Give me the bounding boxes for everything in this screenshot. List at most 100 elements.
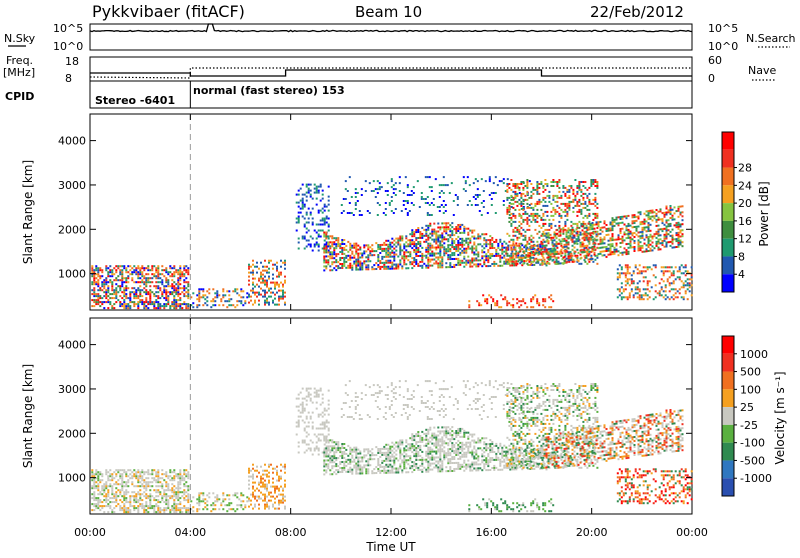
power-cell xyxy=(324,204,326,206)
velocity-cell xyxy=(123,481,125,483)
power-cell xyxy=(329,269,331,271)
power-cell xyxy=(349,176,351,178)
velocity-cell xyxy=(171,507,173,509)
power-cell xyxy=(403,251,405,253)
power-cell xyxy=(433,247,435,249)
power-cell xyxy=(125,279,127,281)
power-cell xyxy=(173,285,175,287)
velocity-cell xyxy=(183,507,185,509)
power-cell xyxy=(638,226,640,228)
power-cell xyxy=(304,194,306,196)
power-cell xyxy=(443,230,445,232)
velocity-cell xyxy=(165,471,167,473)
velocity-cell xyxy=(157,499,159,501)
power-cell xyxy=(328,210,330,212)
velocity-cell xyxy=(248,498,250,500)
power-cell xyxy=(457,226,459,228)
power-cell xyxy=(568,185,570,187)
power-cell xyxy=(403,192,405,194)
power-cell xyxy=(171,303,173,305)
power-cell xyxy=(391,210,393,212)
velocity-cell xyxy=(262,486,264,488)
power-cell xyxy=(401,255,403,257)
power-cell xyxy=(525,250,527,252)
power-cell xyxy=(383,248,385,250)
power-cell xyxy=(678,228,680,230)
velocity-cell xyxy=(173,471,175,473)
power-cell xyxy=(256,284,258,286)
velocity-cell xyxy=(220,504,222,506)
power-cell xyxy=(306,184,308,186)
power-cell xyxy=(135,281,137,283)
power-cell xyxy=(542,251,544,253)
velocity-cell xyxy=(318,414,320,416)
power-cell xyxy=(623,290,625,292)
velocity-cell xyxy=(216,498,218,500)
power-cell xyxy=(542,257,544,259)
velocity-cell xyxy=(133,475,135,477)
velocity-cell xyxy=(258,482,260,484)
power-cell xyxy=(365,256,367,258)
power-cell xyxy=(554,235,556,237)
power-cell xyxy=(481,265,483,267)
power-cell xyxy=(562,240,564,242)
power-cell xyxy=(640,237,642,239)
velocity-cell xyxy=(103,505,105,507)
velocity-cell xyxy=(139,481,141,483)
power-cell xyxy=(602,241,604,243)
power-cell xyxy=(592,250,594,252)
power-cell xyxy=(556,257,558,259)
power-cell xyxy=(679,292,681,294)
power-cell xyxy=(467,176,469,178)
velocity-cell xyxy=(113,497,115,499)
power-cell xyxy=(262,290,264,292)
power-cell xyxy=(325,249,327,251)
power-cell xyxy=(443,222,445,224)
power-cell xyxy=(622,218,624,220)
velocity-cell xyxy=(125,483,127,485)
velocity-cell xyxy=(196,510,198,512)
power-cell xyxy=(447,222,449,224)
power-cell xyxy=(423,241,425,243)
power-cell xyxy=(335,259,337,261)
velocity-cell xyxy=(123,491,125,493)
velocity-cell xyxy=(177,485,179,487)
power-cell xyxy=(443,254,445,256)
power-cell xyxy=(659,282,661,284)
power-cell xyxy=(341,212,343,214)
power-cell xyxy=(487,212,489,214)
power-cell xyxy=(526,181,528,183)
power-cell xyxy=(341,267,343,269)
power-cell xyxy=(163,289,165,291)
power-cell xyxy=(361,254,363,256)
power-cell xyxy=(536,298,538,300)
power-cell xyxy=(250,272,252,274)
velocity-cell xyxy=(93,509,95,511)
power-cell xyxy=(534,219,536,221)
power-cell xyxy=(610,223,612,225)
power-cell xyxy=(673,298,675,300)
power-cell xyxy=(536,302,538,304)
power-cell xyxy=(646,214,648,216)
power-cell xyxy=(626,233,628,235)
velocity-cell xyxy=(268,500,270,502)
power-cell xyxy=(678,232,680,234)
power-cell xyxy=(485,243,487,245)
power-cell xyxy=(457,196,459,198)
power-cell xyxy=(666,232,668,234)
power-cell xyxy=(643,276,645,278)
velocity-cell xyxy=(318,450,320,452)
power-cell xyxy=(316,224,318,226)
power-cell xyxy=(471,236,473,238)
power-cell xyxy=(381,258,383,260)
velocity-cell xyxy=(137,491,139,493)
velocity-cell xyxy=(316,436,318,438)
power-cell xyxy=(673,270,675,272)
power-cell xyxy=(274,286,276,288)
power-cell xyxy=(365,180,367,182)
power-cell xyxy=(620,216,622,218)
power-cell xyxy=(345,261,347,263)
power-cell xyxy=(401,249,403,251)
power-cell xyxy=(377,246,379,248)
power-cell xyxy=(562,231,564,233)
